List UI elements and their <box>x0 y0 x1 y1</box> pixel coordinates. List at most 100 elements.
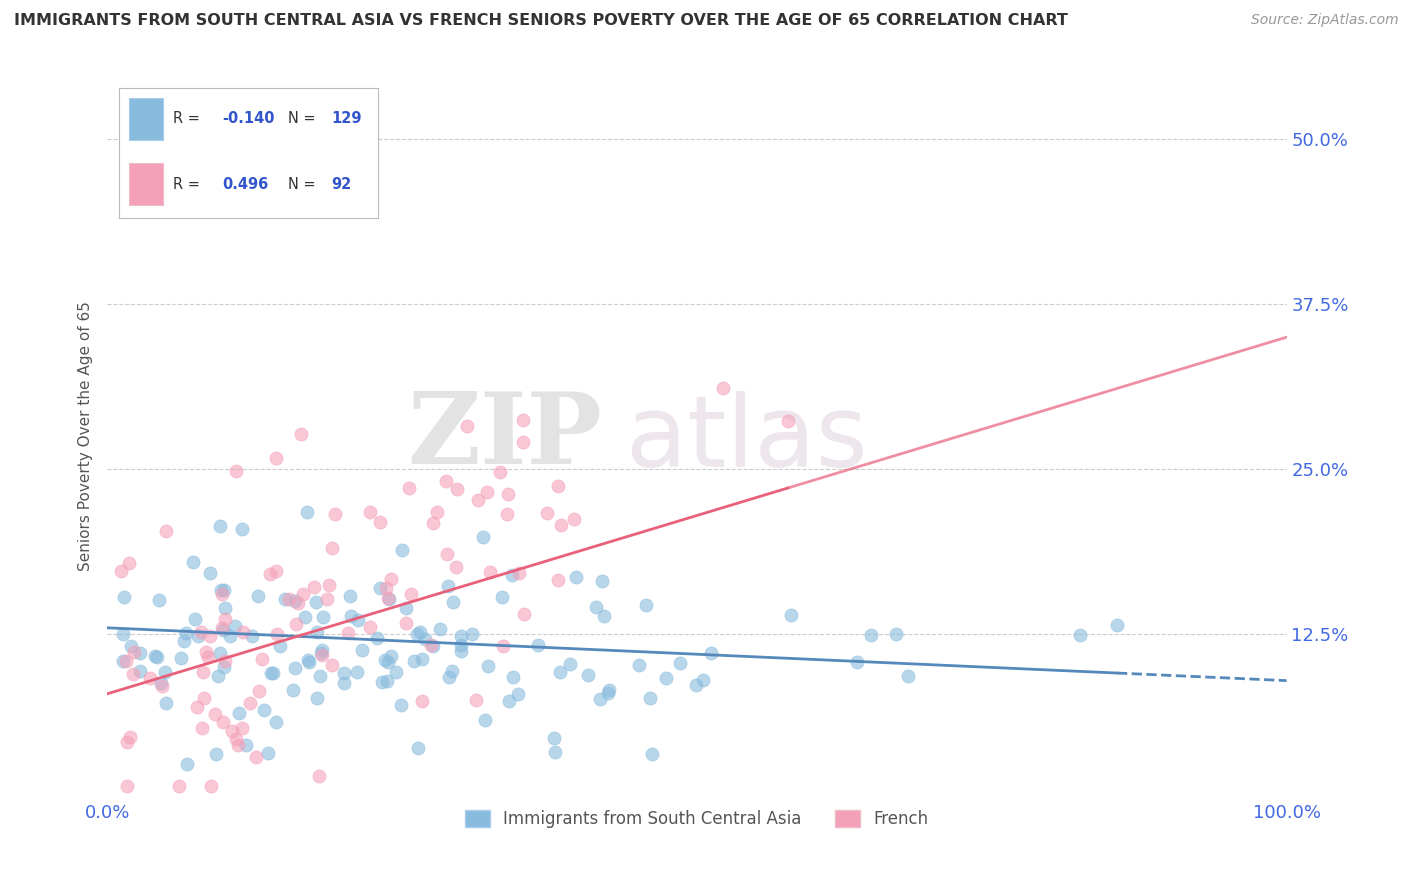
Point <box>1069 628 1091 642</box>
Point <box>231 721 253 735</box>
Point <box>385 665 408 679</box>
Point <box>380 648 402 663</box>
Point <box>395 600 418 615</box>
Point <box>284 661 307 675</box>
Point <box>311 648 333 663</box>
Point <box>305 691 328 706</box>
Point <box>211 621 233 635</box>
Point <box>285 617 308 632</box>
Point <box>558 657 581 672</box>
Point <box>776 414 799 428</box>
Point <box>221 723 243 738</box>
Point <box>112 654 135 668</box>
Point <box>209 646 232 660</box>
Point <box>281 682 304 697</box>
Point <box>247 683 270 698</box>
Point <box>262 666 284 681</box>
Point <box>496 487 519 501</box>
Point <box>406 741 429 756</box>
Point <box>193 691 215 706</box>
Point <box>143 649 166 664</box>
Text: IMMIGRANTS FROM SOUTH CENTRAL ASIA VS FRENCH SENIORS POVERTY OVER THE AGE OF 65 : IMMIGRANTS FROM SOUTH CENTRAL ASIA VS FR… <box>14 13 1069 29</box>
Point <box>266 450 288 465</box>
Point <box>212 660 235 674</box>
Point <box>316 592 339 607</box>
Point <box>845 655 868 669</box>
Point <box>211 587 233 601</box>
Point <box>204 747 226 761</box>
Point <box>110 565 132 579</box>
Point <box>434 474 457 488</box>
Point <box>259 567 281 582</box>
Point <box>264 564 287 578</box>
Point <box>169 651 191 665</box>
Point <box>297 655 319 669</box>
Point <box>332 675 354 690</box>
Point <box>173 634 195 648</box>
Point <box>112 590 135 604</box>
Point <box>456 419 478 434</box>
Point <box>294 610 316 624</box>
Point <box>200 780 222 794</box>
Point <box>897 669 920 683</box>
Point <box>269 639 291 653</box>
Point <box>512 434 534 449</box>
Point <box>284 594 307 608</box>
Legend: Immigrants from South Central Asia, French: Immigrants from South Central Asia, Fren… <box>458 804 935 835</box>
Point <box>405 627 427 641</box>
Point <box>411 694 433 708</box>
Point <box>225 732 247 747</box>
Point <box>153 665 176 679</box>
Point <box>252 652 274 666</box>
Point <box>441 595 464 609</box>
Point <box>350 643 373 657</box>
Point <box>292 587 315 601</box>
Point <box>340 608 363 623</box>
Point <box>391 542 413 557</box>
Point <box>368 581 391 595</box>
Point <box>155 696 177 710</box>
Point <box>479 565 502 579</box>
Point <box>377 655 399 669</box>
Point <box>122 667 145 681</box>
Point <box>413 632 436 647</box>
Point <box>359 620 381 634</box>
Point <box>266 627 288 641</box>
Point <box>224 619 246 633</box>
Point <box>139 671 162 685</box>
Point <box>169 780 191 794</box>
Point <box>585 600 607 615</box>
Point <box>636 598 658 612</box>
Point <box>501 568 523 582</box>
Point <box>266 714 288 729</box>
Point <box>711 382 734 396</box>
Point <box>450 644 472 658</box>
Point <box>323 507 346 521</box>
Point <box>429 622 451 636</box>
Point <box>290 426 312 441</box>
Point <box>219 629 242 643</box>
Point <box>411 652 433 666</box>
Point <box>589 691 612 706</box>
Point <box>112 627 135 641</box>
Point <box>1105 618 1128 632</box>
Point <box>544 745 567 759</box>
Point <box>311 610 333 624</box>
Point <box>212 582 235 597</box>
Point <box>128 664 150 678</box>
Point <box>700 646 723 660</box>
Point <box>477 659 499 673</box>
Point <box>860 628 883 642</box>
Point <box>240 629 263 643</box>
Point <box>488 465 510 479</box>
Point <box>562 512 585 526</box>
Point <box>118 730 141 744</box>
Point <box>209 518 232 533</box>
Point <box>181 556 204 570</box>
Point <box>380 573 402 587</box>
Point <box>461 627 484 641</box>
Point <box>190 625 212 640</box>
Point <box>547 574 569 588</box>
Point <box>209 582 232 597</box>
Point <box>370 674 392 689</box>
